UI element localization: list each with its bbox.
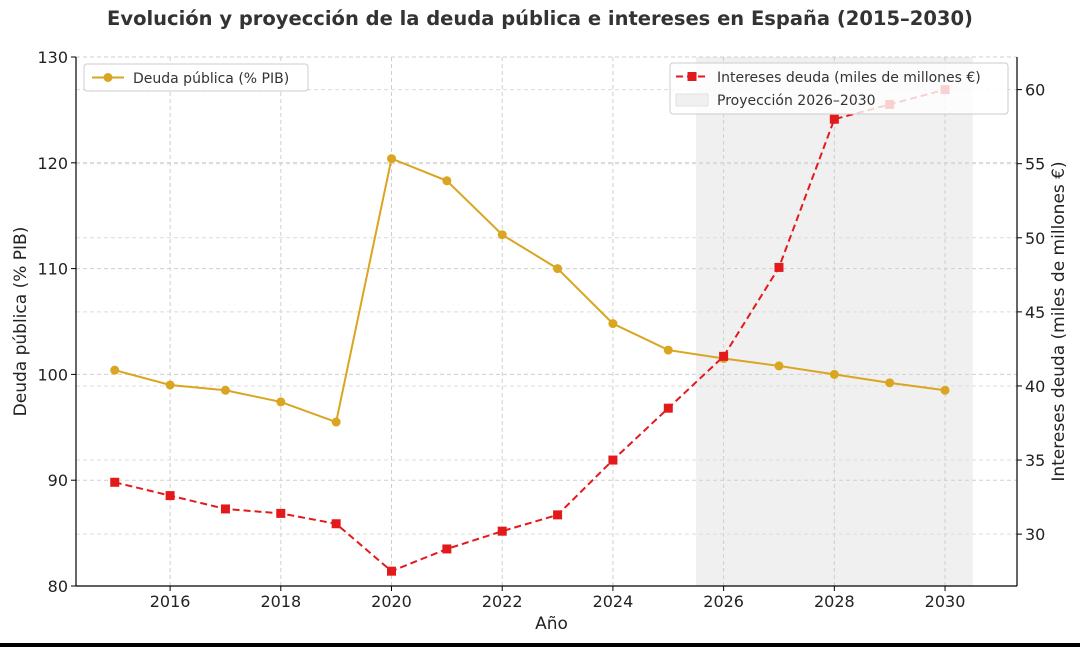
deuda-point [331, 417, 341, 427]
y-right-tick-label: 55 [1025, 155, 1045, 174]
deuda-point [553, 264, 563, 274]
deuda-point [442, 176, 452, 186]
deuda-point [165, 380, 175, 390]
legend-right-box [669, 62, 1009, 115]
y-right-tick-label: 35 [1025, 451, 1045, 470]
intereses-point [663, 403, 673, 413]
x-tick-label: 2030 [925, 592, 966, 611]
legend-deuda-label: Deuda pública (% PIB) [133, 71, 289, 87]
intereses-point [276, 508, 286, 518]
chart-title: Evolución y proyección de la deuda públi… [107, 7, 973, 30]
x-tick-label: 2026 [703, 592, 744, 611]
intereses-point [387, 566, 397, 576]
x-tick-label: 2024 [593, 592, 634, 611]
deuda-point [276, 397, 286, 407]
x-axis-title: Año [535, 614, 568, 634]
legend-intereses-label: Intereses deuda (miles de millones €) [717, 70, 981, 86]
y-right-tick-label: 45 [1025, 303, 1045, 322]
deuda-point [608, 319, 618, 329]
bottom-border [0, 643, 1080, 647]
legend-intereses-marker [687, 72, 697, 81]
intereses-point [165, 491, 175, 501]
y-left-tick-label: 120 [37, 154, 68, 173]
y-right-axis-title: Intereses deuda (miles de millones €) [1049, 161, 1069, 481]
y-right-tick-label: 30 [1025, 525, 1045, 544]
deuda-point [663, 345, 673, 355]
x-tick-label: 2022 [482, 592, 523, 611]
deuda-point [110, 365, 120, 375]
y-left-tick-label: 80 [48, 577, 68, 596]
x-tick-label: 2018 [260, 592, 301, 611]
intereses-point [442, 544, 452, 554]
series-line-deuda [114, 157, 946, 424]
y-left-tick-label: 90 [48, 471, 68, 490]
y-left-tick-label: 130 [37, 48, 68, 67]
deuda-point [885, 378, 895, 388]
y-right-tick-label: 60 [1025, 81, 1045, 100]
x-tick-label: 2020 [371, 592, 412, 611]
legend-band-swatch [675, 93, 709, 107]
legend-left-box [83, 63, 309, 92]
intereses-point [829, 114, 839, 124]
projection-band [695, 57, 973, 586]
y-left-tick-label: 110 [37, 260, 68, 279]
y-left-axis-title: Deuda pública (% PIB) [11, 227, 31, 417]
legend-band-label: Proyección 2026–2030 [717, 93, 876, 109]
intereses-point [497, 526, 507, 536]
intereses-point [608, 455, 618, 465]
y-right-tick-label: 50 [1025, 229, 1045, 248]
legend-deuda-marker [103, 73, 113, 82]
intereses-point [553, 510, 563, 520]
intereses-point [774, 262, 784, 272]
x-tick-label: 2028 [814, 592, 855, 611]
deuda-point [940, 385, 950, 395]
deuda-point [220, 385, 230, 395]
intereses-point [331, 519, 341, 529]
deuda-point [497, 230, 507, 240]
deuda-point [829, 369, 839, 379]
deuda-point [774, 361, 784, 371]
y-right-tick-label: 40 [1025, 377, 1045, 396]
deuda-point [387, 154, 397, 164]
x-tick-label: 2016 [150, 592, 191, 611]
series-line-intereses [114, 88, 946, 573]
intereses-point [220, 504, 230, 514]
intereses-point [110, 477, 120, 487]
intereses-point [719, 351, 729, 361]
y-left-tick-label: 100 [37, 365, 68, 384]
